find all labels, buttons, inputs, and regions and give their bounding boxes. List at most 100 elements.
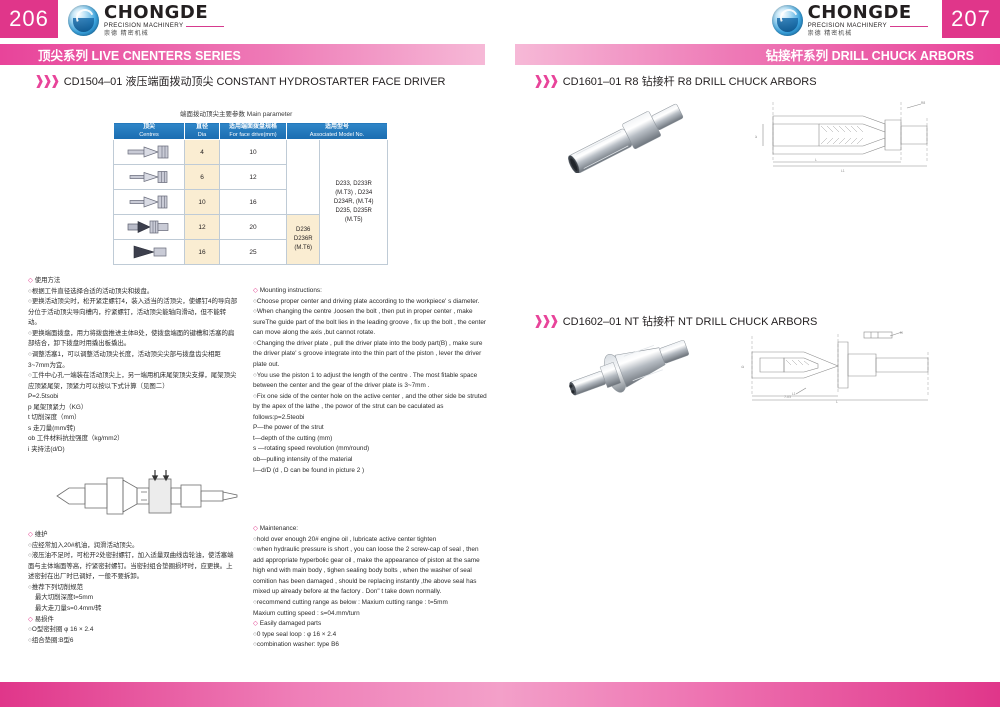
usage-instructions-cn: ◇ 使用方法 ○根据工件直径选择合适的活动顶尖和拨盘。 ○更换活动顶尖时，松开紧… (28, 276, 238, 456)
usage-en-legend: P—the power of the strut (253, 424, 324, 432)
series-band-left: 顶尖系列 LIVE CNENTERS SERIES (0, 44, 485, 65)
cell-dia: 6 (184, 164, 220, 191)
diamond-bullet-icon: ◇ (253, 525, 258, 532)
globe-icon (771, 5, 803, 37)
cell-face-drive: 10 (219, 139, 287, 166)
brand-chinese: 崇德 精密机械 (807, 31, 853, 38)
usage-en-item: ○You use the piston 1 to adjust the leng… (253, 371, 478, 390)
usage-cn-item: ○更换端面拨盘，用力将拨盘推进主体B处，使拨盘端面的键槽和活塞的扁部结合，卸下拨… (28, 329, 235, 348)
brand-rule (186, 25, 225, 27)
cell-dia: 4 (184, 139, 220, 166)
svg-text:L: L (815, 158, 817, 162)
maint-cn-item: 最大切削深度t=5mm (35, 594, 94, 602)
circle-bullet-icon: ○ (253, 297, 257, 305)
product-title-cd1504: CD1504–01 液压端面拨动顶尖 CONSTANT HYDROSTARTER… (63, 76, 446, 88)
brand-subtitle: PRECISION MACHINERY (104, 22, 225, 29)
diamond-bullet-icon: ◇ (28, 615, 33, 623)
table-row: 6 12 (113, 164, 388, 191)
diamond-bullet-icon: ◇ (28, 531, 33, 538)
brand-subtitle-text: PRECISION MACHINERY (807, 22, 887, 29)
usage-cn-item: ○工件中心孔一端装在活动顶尖上，另一端用机床尾架顶尖支撑，尾架顶尖应顶紧尾架，顶… (28, 372, 237, 390)
brand-chinese: 崇德 精密机械 (104, 31, 149, 38)
table-caption-main-parameter: 端面拨动顶尖主要参数 Main parameter (180, 111, 293, 118)
diamond-bullet-icon: ◇ (28, 277, 33, 284)
brand-subtitle-text: PRECISION MACHINERY (104, 22, 184, 29)
live-center-icon (133, 246, 167, 259)
brand-name: CHONGDE (104, 2, 209, 23)
circle-bullet-icon: ○ (28, 372, 32, 380)
circle-bullet-icon: ○ (253, 308, 257, 316)
maint-cn-title-line: ◇ 维护 (28, 530, 238, 541)
usage-en-item: ○Changing the driver plate , pull the dr… (253, 339, 483, 368)
chevron-right-icon: ❱❱❱ (533, 73, 560, 88)
circle-bullet-icon: ○ (253, 546, 257, 554)
cell-dia: 10 (184, 189, 220, 216)
maint-cn-part: ○组合垫圈:B型6 (28, 636, 74, 644)
maint-cn-item: 最大走刀量s=0.4mm/转 (35, 604, 102, 612)
circle-bullet-icon: ○ (253, 339, 257, 347)
brand-rule (890, 25, 928, 27)
maint-cn-item: ○应经常加入20#机油，润滑活动顶尖。 (28, 541, 139, 549)
usage-en-legend: s —rotating speed revolution (mm/round) (253, 445, 370, 453)
usage-cn-item: ○根据工件直径选择合适的活动顶尖和拨盘。 (28, 287, 154, 295)
cell-centre-icon (113, 214, 185, 241)
circle-bullet-icon: ○ (253, 630, 257, 638)
usage-en-title-line: ◇ Mounting instructions: (253, 286, 489, 297)
usage-cn-title: 使用方法 (34, 277, 61, 284)
left-catalog-page: 206 CHONGDE PRECISION MACHINERY 崇德 精密机械 … (0, 0, 500, 707)
page-number-right: 207 (942, 0, 1000, 38)
circle-bullet-icon: ○ (28, 541, 32, 549)
usage-cn-legend: ob 工件材料抗拉强度（kg/mm2） (28, 435, 124, 443)
maint-en-part: ○combination washer: type B6 (253, 641, 339, 649)
maintenance-cn: ◇ 维护 ○应经常加入20#机油，润滑活动顶尖。 ○液压油不足时，可松开2处密封… (28, 530, 238, 646)
usage-en-item: ○When changing the centre ,loosen the bo… (253, 308, 487, 337)
th-associated-model: 适用型号 Associated Model No. (286, 121, 388, 141)
usage-cn-formula: P=2.5tsobi (28, 393, 59, 401)
svg-text:L1: L1 (792, 392, 796, 396)
diamond-bullet-icon: ◇ (253, 287, 258, 294)
svg-text:D: D (741, 365, 745, 368)
main-parameter-table: 顶尖 Centres 直径 Dia 适用端面拨盘规格 For face driv… (113, 121, 388, 266)
cell-assoc-models-a: D236 D236R (M.T6) (285, 214, 321, 266)
series-band-right: 钻接杆系列 DRILL CHUCK ARBORS (515, 44, 1000, 65)
usage-en-legend: t—depth of the cutting (mm) (253, 434, 333, 442)
usage-cn-legend: s 走刀量(mm/转) (28, 424, 76, 432)
maint-cn-parts-title-line: ◇ 易损件 (28, 615, 238, 626)
maint-en-part: ○0 type seal loop : φ 16 × 2.4 (253, 630, 337, 638)
usage-cn-legend: t 切削深度（mm） (28, 414, 81, 422)
cell-centre-icon (113, 139, 185, 166)
series-title-right: 钻接杆系列 DRILL CHUCK ARBORS (765, 49, 974, 63)
series-title-left: 顶尖系列 LIVE CNENTERS SERIES (38, 49, 241, 63)
usage-cn-item: ○调整活塞1，可以调整活动顶尖长度，活动顶尖尖部与拨盘齿尖相距3~7mm为宜。 (28, 350, 221, 369)
usage-cn-legend: p 尾架顶紧力（KG） (28, 403, 88, 411)
maint-en-parts-title-line: ◇ Easily damaged parts (253, 619, 489, 630)
circle-bullet-icon: ○ (28, 626, 32, 634)
th-face-drive: 适用端面拨盘规格 For face drive(mm) (219, 121, 287, 141)
table-row: 16 25 (113, 239, 388, 266)
product-title-cd1602: CD1602–01 NT 钻接杆 NT DRILL CHUCK ARBORS (562, 316, 818, 328)
maint-en-speed: Maxium cutting speed : s=04.mm/turn (253, 609, 360, 617)
nt-arbor-photo (569, 340, 689, 396)
diamond-bullet-icon: ◇ (253, 620, 258, 628)
live-center-icon (129, 196, 168, 209)
svg-text:D: D (755, 135, 758, 138)
cell-centre-icon (113, 164, 185, 191)
maint-cn-item: ○液压油不足时，可松开2处密封螺钉，加入适量双曲线齿轮油，使活塞端面与主体端面等… (28, 552, 234, 581)
maint-en-item: ○recommend cutting range as below : Maxi… (253, 598, 448, 606)
right-catalog-page: 207 CHONGDE PRECISION MACHINERY 崇德 精密机械 … (500, 0, 1000, 707)
cell-dia: 12 (184, 214, 220, 241)
maint-cn-parts-title: 易损件 (34, 615, 54, 623)
maint-en-parts-title: Easily damaged parts (259, 620, 322, 628)
svg-text:L: L (836, 400, 838, 403)
usage-cn-title-line: ◇ 使用方法 (28, 276, 238, 287)
usage-en-item: ○Fix one side of the center hole on the … (253, 392, 487, 421)
svg-text:7.05: 7.05 (784, 395, 791, 399)
cell-face-drive: 12 (219, 164, 287, 191)
maint-cn-title: 维护 (34, 531, 48, 538)
usage-en-item: ○Choose proper center and driving plate … (253, 297, 480, 305)
footer-band (0, 682, 1000, 707)
svg-text:L1: L1 (841, 169, 845, 173)
cell-face-drive: 16 (219, 189, 287, 216)
maint-en-item: ○hold over enough 20# engine oil , lubri… (253, 535, 437, 543)
r8-arbor-photo (568, 103, 684, 173)
